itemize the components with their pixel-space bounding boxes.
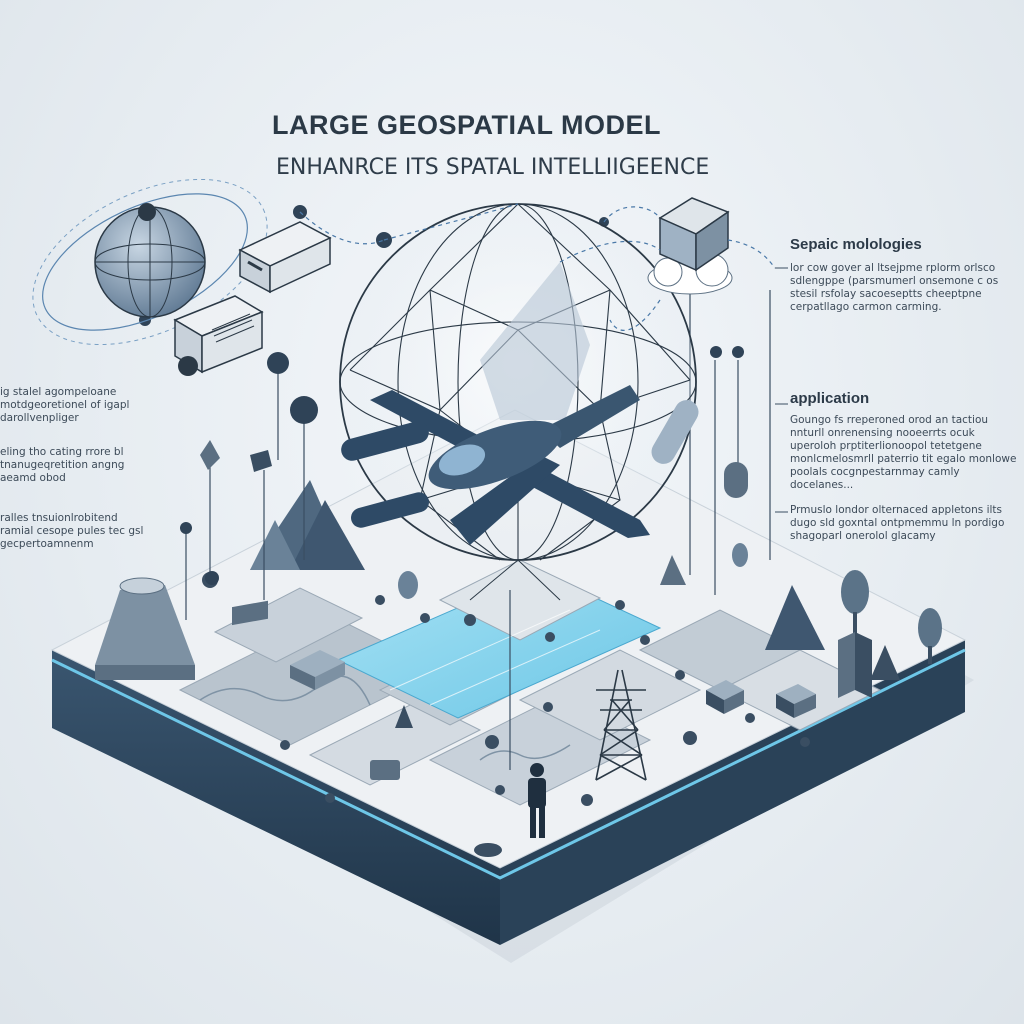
right-text-methodologies: lor cow gover al ltsejpme rplorm orlsco … <box>790 262 999 313</box>
drone-pod-right <box>651 400 699 464</box>
board-side-left <box>52 650 500 945</box>
wireframe-globe <box>339 203 697 601</box>
right-text-application-detail: Prmuslo londor olternaced appletons ilts… <box>790 504 1005 542</box>
gem-2 <box>250 450 272 472</box>
tree-1 <box>841 570 869 614</box>
page-title: LARGE GEOSPATIAL MODEL <box>272 110 662 140</box>
power-tower <box>595 669 647 781</box>
mountain-3 <box>250 520 300 570</box>
board-side-right <box>500 640 965 945</box>
rock <box>474 843 502 857</box>
tile-center-left <box>308 699 482 786</box>
mountain-right <box>765 585 825 650</box>
drone-engine-right <box>351 492 429 528</box>
tile-left-top <box>213 587 364 663</box>
mountain-2 <box>290 500 365 570</box>
satellite-globe <box>32 178 268 346</box>
left-text-2: eling tho cating rrore bl tnanugeqretiti… <box>0 446 125 484</box>
terrain <box>95 480 942 857</box>
left-text-1: ig stalel agompeloane motdgeoretionel of… <box>0 386 130 424</box>
cone-1 <box>660 555 686 585</box>
tile-top <box>438 559 602 641</box>
capsule <box>724 462 748 498</box>
map-markers <box>202 572 810 806</box>
right-heading-application: application <box>790 390 870 407</box>
dashed-arcs <box>299 203 776 331</box>
gem-1 <box>200 440 220 470</box>
building-bottom <box>370 760 400 780</box>
building-chip <box>232 600 268 626</box>
tree-4 <box>732 543 748 567</box>
server-device <box>238 221 332 294</box>
building-box-right <box>838 632 872 698</box>
page-subtitle: ENHANRCE ITS SPATAL INTELLIIGEENCE <box>276 155 710 180</box>
right-text-application: Goungo fs rreperoned orod an tactiou nnt… <box>790 414 1017 491</box>
drone-engine-left <box>341 421 429 461</box>
drone-wing-lower <box>450 455 560 545</box>
cloud-cube <box>647 197 733 295</box>
drone-wing-right <box>540 385 640 448</box>
tile-right-bottom <box>518 649 702 741</box>
globe-inner-shape <box>480 262 590 420</box>
silo-building <box>95 577 195 680</box>
cone-3 <box>870 645 900 680</box>
left-text-3: ralles tnsuionlrobitend ramial cesope pu… <box>0 512 144 550</box>
cone-2 <box>395 705 413 728</box>
right-heading-methodologies: Sepaic molologies <box>790 236 922 253</box>
drone-cockpit <box>438 444 486 476</box>
building-right <box>706 680 816 718</box>
person-figure <box>528 763 546 838</box>
tree-3 <box>398 571 418 599</box>
building-left <box>290 650 345 690</box>
connector-nodes <box>139 205 744 585</box>
drone-aircraft <box>341 385 699 545</box>
camera-device <box>173 295 264 376</box>
tree-2 <box>918 608 942 648</box>
